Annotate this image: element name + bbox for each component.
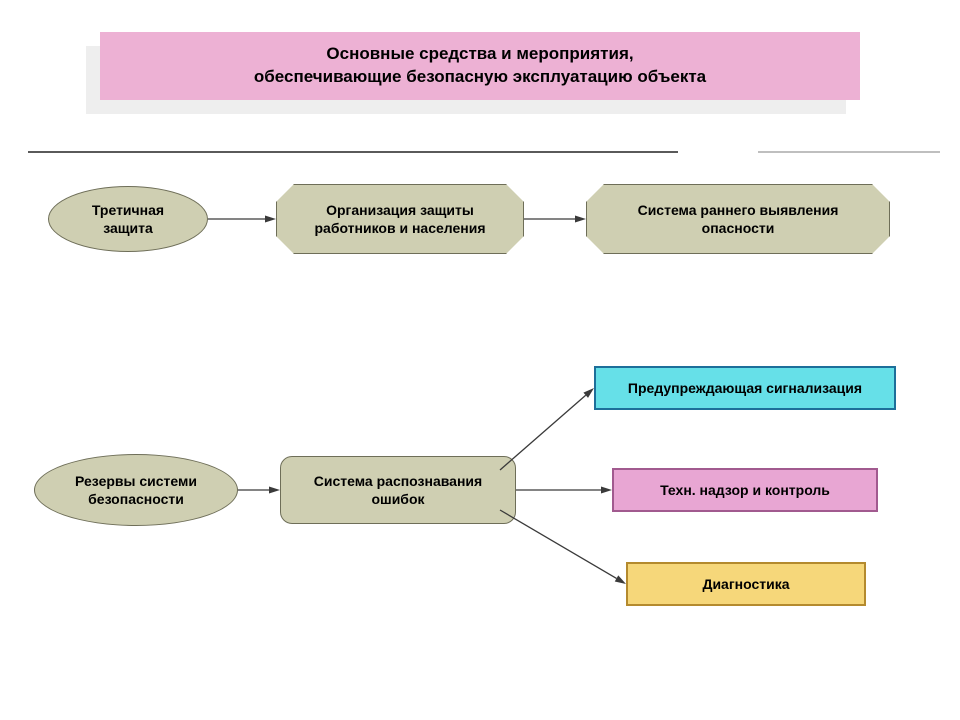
node-org-protection-l2: работников и населения <box>314 219 485 237</box>
node-tertiary-l2: защита <box>92 219 164 237</box>
node-early-detect-l1: Система раннего выявления <box>638 201 839 219</box>
node-error-recog: Система распознавания ошибок <box>280 456 516 524</box>
node-early-detect-l2: опасности <box>638 219 839 237</box>
title-line-1: Основные средства и мероприятия, <box>254 43 706 66</box>
node-reserves-l2: безопасности <box>75 490 197 508</box>
node-tertiary: Третичная защита <box>48 186 208 252</box>
title-banner: Основные средства и мероприятия, обеспеч… <box>100 32 860 100</box>
node-oversight: Техн. надзор и контроль <box>612 468 878 512</box>
diagram-stage: { "canvas": { "width": 960, "height": 72… <box>0 0 960 720</box>
node-oversight-l1: Техн. надзор и контроль <box>660 481 830 499</box>
node-error-recog-l2: ошибок <box>314 490 482 508</box>
node-diagnostics-l1: Диагностика <box>702 575 789 593</box>
node-reserves: Резервы системи безопасности <box>34 454 238 526</box>
node-alarm: Предупреждающая сигнализация <box>594 366 896 410</box>
node-early-detect: Система раннего выявления опасности <box>586 184 890 254</box>
node-diagnostics: Диагностика <box>626 562 866 606</box>
node-error-recog-l1: Система распознавания <box>314 472 482 490</box>
node-reserves-l1: Резервы системи <box>75 472 197 490</box>
node-tertiary-l1: Третичная <box>92 201 164 219</box>
node-org-protection-l1: Организация защиты <box>314 201 485 219</box>
node-org-protection: Организация защиты работников и населени… <box>276 184 524 254</box>
title-line-2: обеспечивающие безопасную эксплуатацию о… <box>254 66 706 89</box>
node-alarm-l1: Предупреждающая сигнализация <box>628 379 862 397</box>
